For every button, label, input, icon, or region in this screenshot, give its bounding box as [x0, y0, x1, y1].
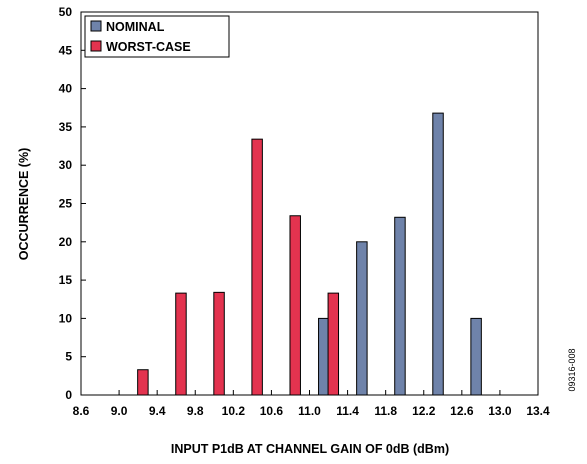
legend-label-nominal: NOMINAL — [106, 20, 165, 34]
x-tick-label: 11.8 — [374, 404, 397, 418]
bar-nominal — [356, 241, 368, 396]
x-tick-marks — [80, 390, 539, 395]
y-tick-label: 25 — [59, 197, 73, 211]
x-tick-label: 12.6 — [450, 404, 474, 418]
x-tick-label: 9.8 — [187, 404, 204, 418]
x-tick-label: 10.2 — [222, 404, 246, 418]
bar-worst-case — [137, 369, 149, 396]
bar-worst-case — [327, 292, 340, 396]
legend-swatch-nominal — [90, 20, 102, 32]
bar-worst-case — [175, 292, 187, 396]
x-tick-label: 11.0 — [298, 404, 321, 418]
x-tick-label: 9.4 — [149, 404, 166, 418]
x-tick-label: 11.4 — [336, 404, 359, 418]
bar-worst-case — [289, 215, 301, 396]
y-axis-title: OCCURRENCE (%) — [17, 148, 31, 261]
y-tick-label: 15 — [59, 273, 73, 287]
bar-nominal — [432, 112, 444, 396]
legend-frame — [84, 15, 230, 58]
x-tick-label: 13.4 — [526, 404, 550, 418]
y-tick-label: 20 — [59, 235, 73, 249]
x-tick-label: 13.0 — [488, 404, 512, 418]
legend-label-worst-case: WORST-CASE — [106, 40, 191, 54]
y-tick-label: 35 — [59, 120, 73, 134]
x-tick-labels: 8.6 9.0 9.4 9.8 10.2 10.6 11.0 11.4 11.8 12.2 12.6… — [73, 404, 550, 418]
x-tick-label: 10.6 — [260, 404, 284, 418]
y-tick-label: 50 — [59, 5, 73, 19]
y-tick-label: 45 — [59, 43, 73, 57]
y-tick-label: 5 — [65, 350, 72, 364]
y-tick-label: 10 — [59, 311, 73, 325]
legend-swatch-worst-case — [90, 40, 102, 52]
bar-nominal — [394, 216, 406, 396]
plot-area — [80, 11, 539, 396]
y-tick-label: 40 — [59, 82, 73, 96]
y-tick-label: 0 — [65, 388, 72, 402]
bar-worst-case — [251, 138, 263, 396]
x-axis-title: INPUT P1dB AT CHANNEL GAIN OF 0dB (dBm) — [171, 442, 449, 456]
figure-id: 09316-008 — [567, 348, 577, 391]
legend: NOMINAL WORST-CASE — [84, 15, 230, 58]
y-tick-label: 30 — [59, 158, 73, 172]
y-tick-labels: 0 5 10 15 20 25 30 35 40 45 50 — [59, 5, 73, 402]
bars — [137, 112, 482, 396]
x-tick-label: 9.0 — [111, 404, 128, 418]
bar-worst-case — [213, 291, 225, 396]
x-tick-label: 12.2 — [412, 404, 436, 418]
x-tick-label: 8.6 — [73, 404, 90, 418]
bar-nominal — [318, 317, 330, 396]
bar-nominal — [470, 317, 482, 396]
